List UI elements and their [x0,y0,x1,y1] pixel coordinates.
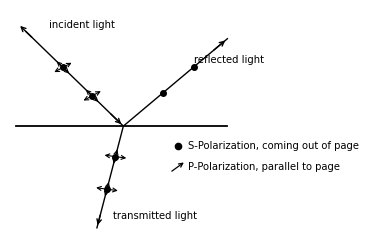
Text: S-Polarization, coming out of page: S-Polarization, coming out of page [188,141,359,151]
Text: reflected light: reflected light [194,55,264,65]
Text: P-Polarization, parallel to page: P-Polarization, parallel to page [188,162,340,172]
Text: incident light: incident light [49,20,115,30]
Text: transmitted light: transmitted light [113,211,197,221]
